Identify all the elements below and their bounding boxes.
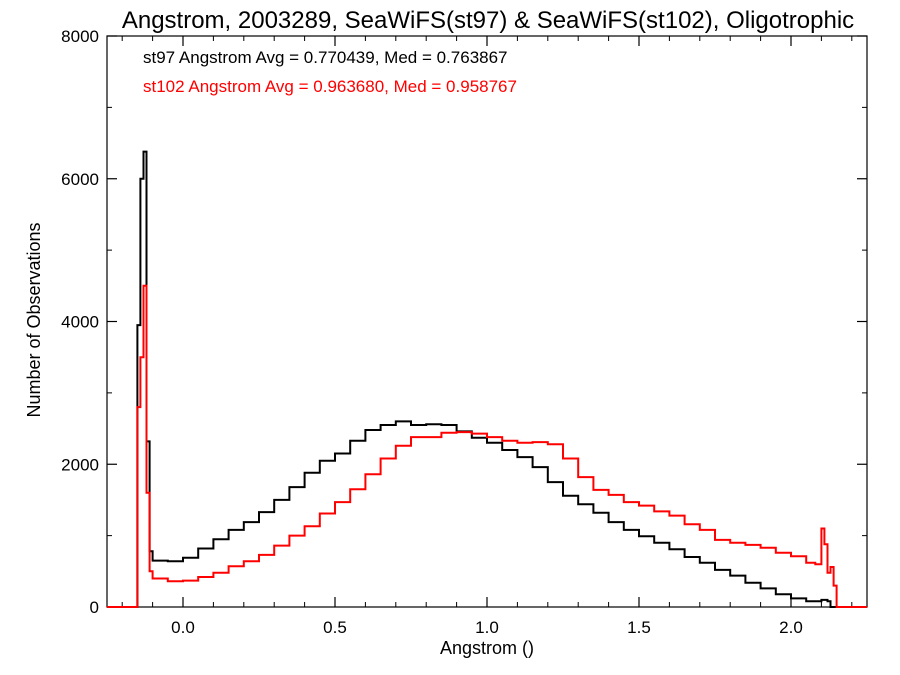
y-tick-label: 4000: [61, 313, 99, 332]
legend-st102-stats: st102 Angstrom Avg = 0.963680, Med = 0.9…: [143, 77, 517, 96]
y-tick-label: 0: [90, 598, 99, 617]
x-axis: 0.0 0.5 1.0 1.5 2.0: [121, 36, 853, 637]
plot-frame: [106, 35, 868, 608]
x-tick-label: 0.5: [323, 618, 347, 637]
x-tick-label: 0.0: [171, 618, 195, 637]
legend-st97-stats: st97 Angstrom Avg = 0.770439, Med = 0.76…: [143, 48, 508, 67]
y-axis: 0 2000 4000 6000 8000: [61, 27, 867, 617]
y-axis-label: Number of Observations: [24, 222, 44, 417]
series-st97-line: [107, 150, 867, 608]
series-st102-line: [107, 284, 867, 608]
chart-title: Angstrom, 2003289, SeaWiFS(st97) & SeaWi…: [122, 7, 854, 34]
x-tick-label: 1.0: [475, 618, 499, 637]
x-axis-label: Angstrom (): [440, 638, 534, 658]
y-tick-label: 8000: [61, 27, 99, 46]
series-layer: [107, 150, 867, 608]
plot-border: [106, 35, 868, 608]
x-tick-label: 2.0: [779, 618, 803, 637]
y-tick-label: 6000: [61, 170, 99, 189]
y-tick-label: 2000: [61, 455, 99, 474]
x-tick-label: 1.5: [627, 618, 651, 637]
